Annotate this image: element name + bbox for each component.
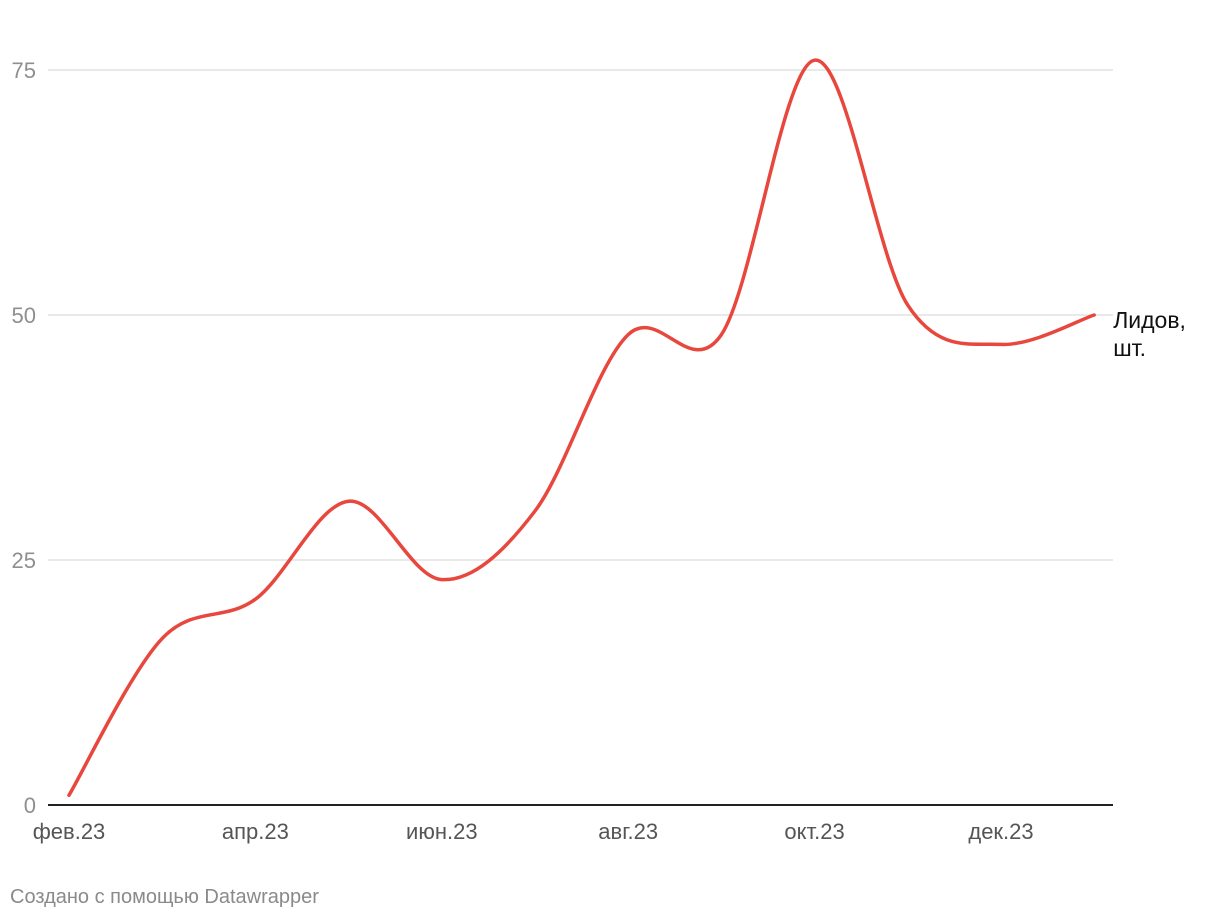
y-tick-label: 75 [12,58,36,83]
x-tick-label: авг.23 [598,819,658,844]
x-axis-ticks: фев.23 апр.23 июн.23 авг.23 окт.23 дек.23 [33,819,1034,844]
series-line-leads [67,58,1096,797]
series-end-label: Лидов, шт. [1113,307,1192,361]
footer-credit: Создано с помощью Datawrapper [10,886,319,908]
series-label-line-1: Лидов, [1113,307,1186,333]
x-tick-label: июн.23 [406,819,478,844]
line-chart: 0 25 50 75 фев.23 апр.23 июн.23 авг.23 окт.23 де… [12,58,1192,844]
y-tick-label: 50 [12,303,36,328]
x-tick-label: апр.23 [222,819,289,844]
x-tick-label: дек.23 [968,819,1033,844]
series-label-line-2: шт. [1113,335,1146,361]
x-tick-label: фев.23 [33,819,106,844]
y-tick-label: 25 [12,548,36,573]
y-axis-ticks: 0 25 50 75 [12,58,36,818]
x-tick-label: окт.23 [784,819,844,844]
y-tick-label: 0 [24,793,36,818]
y-gridlines [48,69,1113,561]
